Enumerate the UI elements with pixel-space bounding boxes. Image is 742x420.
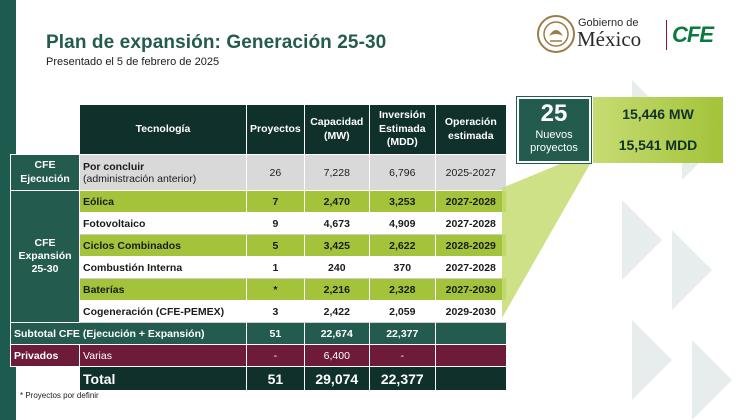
new-projects-box: 25 Nuevos proyectos: [517, 97, 591, 163]
page-subtitle: Presentado el 5 de febrero de 2025: [46, 56, 220, 68]
projects-cell: *: [246, 278, 305, 301]
table-row-total: Total 51 29,074 22,377: [11, 366, 507, 391]
total-label: Total: [79, 366, 247, 391]
table-row: Fotovoltaico 9 4,673 4,909 2027-2028: [11, 212, 507, 235]
projects-cell: 51: [246, 366, 305, 391]
side-label-expansion: CFE Expansión 25-30: [10, 190, 80, 323]
investment-cell: 2,622: [368, 234, 436, 257]
capacity-cell: 7,228: [303, 154, 370, 191]
projects-cell: 5: [246, 234, 305, 257]
table-row: Baterías * 2,216 2,328 2027-2030: [11, 278, 507, 301]
footnote: * Proyectos por definir: [20, 391, 99, 400]
new-projects-label-2: proyectos: [530, 141, 578, 154]
tech-cell: Cogeneración (CFE-PEMEX): [79, 300, 247, 323]
projects-cell: 26: [246, 154, 305, 191]
gobierno-label: Gobierno de: [578, 17, 639, 29]
header-blank: [11, 105, 80, 155]
expansion-table: Tecnología Proyectos Capacidad (MW) Inve…: [10, 104, 507, 391]
new-capacity-value: 15,446 MW: [622, 106, 694, 122]
capacity-cell: 3,425: [303, 234, 370, 257]
table-row: Combustión Interna 1 240 370 2027-2028: [11, 256, 507, 279]
investment-cell: 2,328: [368, 278, 436, 301]
operation-cell: 2028-2029: [434, 234, 507, 257]
new-investment-value: 15,541 MDD: [618, 137, 698, 153]
tech-line-1: Por concluir: [83, 160, 145, 173]
tech-cell: Por concluir (administración anterior): [79, 154, 247, 191]
table-row: CFE Expansión 25-30 Eólica 7 2,470 3,253…: [10, 190, 507, 323]
mexico-seal-icon: [537, 15, 575, 53]
operation-cell: 2027-2028: [434, 190, 507, 213]
private-label: Privados: [10, 344, 80, 367]
investment-cell: 370: [368, 256, 436, 279]
operation-cell-empty: [434, 366, 507, 391]
operation-cell: 2027-2028: [434, 256, 507, 279]
logo-divider: [666, 20, 667, 50]
capacity-cell: 240: [303, 256, 370, 279]
operation-cell: 2025-2027: [434, 154, 507, 191]
mexico-label: México: [577, 27, 642, 51]
tech-line-2: (administración anterior): [83, 172, 197, 185]
capacity-cell: 2,216: [303, 278, 370, 301]
investment-cell: 22,377: [368, 366, 436, 391]
header-investment: Inversión Estimada (MDD): [368, 104, 436, 155]
operation-cell: 2029-2030: [434, 300, 507, 323]
capacity-cell: 2,422: [303, 300, 370, 323]
capacity-investment-box: 15,446 MW 15,541 MDD: [593, 97, 723, 163]
new-projects-count: 25: [540, 100, 568, 127]
tech-cell: Combustión Interna: [79, 256, 247, 279]
table-row-execution: CFE Ejecución Por concluir (administraci…: [10, 154, 507, 191]
operation-cell-empty: [434, 322, 507, 345]
projects-cell: 1: [246, 256, 305, 279]
tech-cell: Eólica: [79, 190, 247, 213]
new-projects-label-1: Nuevos: [535, 129, 573, 141]
investment-cell: 22,377: [368, 322, 436, 345]
tech-cell: Baterías: [79, 278, 247, 301]
header-operation: Operación estimada: [434, 104, 507, 155]
tech-cell: Fotovoltaico: [79, 212, 247, 235]
table-row: Ciclos Combinados 5 3,425 2,622 2028-202…: [11, 234, 507, 257]
operation-cell: 2027-2030: [434, 278, 507, 301]
investment-cell: -: [368, 344, 436, 367]
capacity-cell: 6,400: [303, 344, 370, 367]
logo-area: Gobierno de México CFE: [536, 14, 726, 56]
capacity-cell: 22,674: [303, 322, 370, 345]
projects-cell: 51: [246, 322, 305, 345]
header-capacity: Capacidad (MW): [303, 104, 370, 155]
subtotal-label: Subtotal CFE (Ejecución + Expansión): [10, 322, 247, 345]
projects-cell: -: [246, 344, 305, 367]
projects-cell: 9: [246, 212, 305, 235]
projects-cell: 3: [246, 300, 305, 323]
header-technology: Tecnología: [79, 104, 247, 155]
projects-cell: 7: [246, 190, 305, 213]
table-header-row: Tecnología Proyectos Capacidad (MW) Inve…: [11, 104, 507, 155]
page-title: Plan de expansión: Generación 25-30: [46, 32, 387, 53]
table-row-private: Privados Varias - 6,400 -: [10, 344, 507, 367]
cfe-logo: CFE: [672, 22, 714, 47]
side-label-execution: CFE Ejecución: [10, 154, 80, 191]
tech-cell: Varias: [79, 344, 247, 367]
capacity-cell: 4,673: [303, 212, 370, 235]
capacity-cell: 2,470: [303, 190, 370, 213]
capacity-cell: 29,074: [303, 366, 370, 391]
investment-cell: 4,909: [368, 212, 436, 235]
investment-cell: 3,253: [368, 190, 436, 213]
total-blank: [11, 367, 80, 391]
operation-cell-empty: [434, 344, 507, 367]
investment-cell: 6,796: [368, 154, 436, 191]
operation-cell: 2027-2028: [434, 212, 507, 235]
tech-cell: Ciclos Combinados: [79, 234, 247, 257]
table-row-subtotal: Subtotal CFE (Ejecución + Expansión) 51 …: [10, 322, 507, 345]
investment-cell: 2,059: [368, 300, 436, 323]
header-projects: Proyectos: [246, 104, 305, 155]
table-row: Cogeneración (CFE-PEMEX) 3 2,422 2,059 2…: [11, 300, 507, 323]
